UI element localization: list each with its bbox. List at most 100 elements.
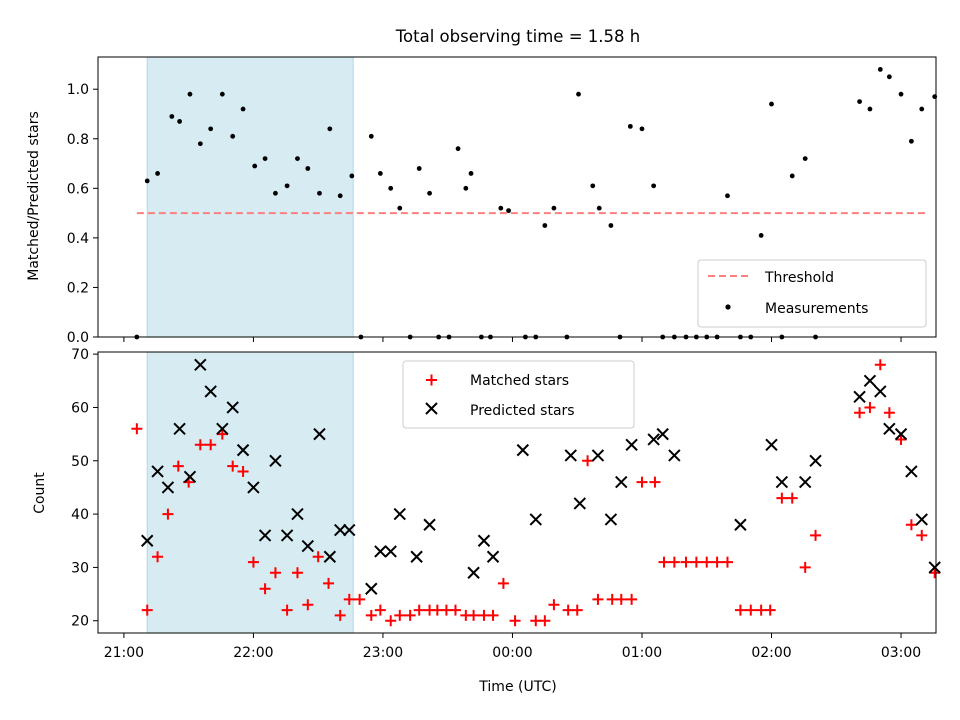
matched-star-point bbox=[413, 604, 425, 616]
measurement-point bbox=[397, 205, 403, 211]
predicted-star-point bbox=[863, 374, 877, 388]
measurement-point bbox=[789, 173, 795, 179]
predicted-star-point bbox=[928, 561, 941, 574]
matched-star-point bbox=[312, 551, 324, 563]
matched-star-point bbox=[776, 492, 788, 504]
bottom-ytick-label: 20 bbox=[71, 614, 89, 630]
predicted-star-point bbox=[247, 481, 260, 494]
matched-star-point bbox=[810, 529, 822, 541]
measurement-point bbox=[240, 106, 246, 112]
predicted-star-point bbox=[798, 475, 812, 489]
matched-star-point bbox=[172, 460, 184, 472]
predicted-star-point bbox=[775, 475, 789, 489]
predicted-star-point bbox=[573, 497, 587, 510]
measurement-point bbox=[877, 66, 883, 72]
matched-star-point bbox=[227, 460, 239, 472]
predicted-star-point bbox=[423, 518, 436, 531]
matched-star-point bbox=[916, 529, 928, 541]
bottom-xtick-label: 22:00 bbox=[233, 645, 273, 661]
predicted-star-point bbox=[915, 513, 928, 526]
matched-star-point bbox=[237, 465, 249, 477]
predicted-star-point bbox=[393, 507, 406, 521]
bottom-xtick-label: 02:00 bbox=[751, 645, 791, 661]
matched-star-point bbox=[895, 433, 907, 445]
predicted-star-point bbox=[161, 481, 175, 494]
bottom-xtick-label: 01:00 bbox=[622, 645, 662, 661]
bottom-legend-box bbox=[402, 360, 635, 429]
measurement-point bbox=[651, 183, 657, 189]
matched-star-point bbox=[385, 615, 397, 627]
matched-star-point bbox=[548, 599, 560, 611]
predicted-star-point bbox=[365, 582, 378, 595]
measurement-point bbox=[327, 126, 333, 132]
measurement-point bbox=[857, 99, 862, 105]
matched-star-point bbox=[734, 604, 746, 616]
matched-star-point bbox=[582, 455, 594, 467]
predicted-star-point bbox=[301, 539, 315, 553]
measurement-point bbox=[576, 91, 581, 97]
matched-star-point bbox=[864, 401, 876, 413]
predicted-star-point bbox=[374, 545, 387, 558]
measurement-point bbox=[506, 208, 511, 214]
bottom-legend: Matched stars Predicted stars bbox=[402, 360, 635, 429]
measurement-point bbox=[908, 138, 914, 144]
matched-star-point bbox=[374, 604, 386, 616]
predicted-star-point bbox=[216, 422, 229, 435]
matched-star-point bbox=[649, 476, 661, 488]
matched-star-point bbox=[905, 519, 917, 531]
predicted-star-point bbox=[280, 529, 294, 542]
predicted-star-point bbox=[183, 470, 197, 483]
measurement-point bbox=[144, 178, 150, 184]
top-ytick-label: 1.0 bbox=[67, 82, 89, 98]
measurement-point bbox=[639, 126, 645, 132]
predicted-star-point bbox=[141, 534, 154, 547]
top-shaded-region bbox=[146, 56, 354, 338]
matched-legend-marker bbox=[426, 374, 437, 386]
predicted-star-point bbox=[323, 550, 337, 563]
measurement-point bbox=[468, 171, 474, 176]
bottom-shaded-region bbox=[146, 351, 354, 634]
measurement-point bbox=[867, 106, 873, 112]
matched-star-point bbox=[281, 604, 293, 616]
top-ytick-label: 0.2 bbox=[67, 280, 89, 296]
measurement-point bbox=[177, 119, 182, 124]
measurement-point bbox=[219, 91, 225, 97]
matched-star-point bbox=[680, 556, 692, 568]
matched-star-point bbox=[205, 439, 217, 451]
measurements-legend-label: Measurements bbox=[765, 301, 868, 317]
matched-star-point bbox=[354, 593, 366, 605]
top-legend-box bbox=[697, 259, 927, 328]
measurement-point bbox=[427, 190, 432, 196]
measurement-point bbox=[377, 171, 383, 176]
predicted-star-point bbox=[269, 454, 282, 467]
matched-star-point bbox=[259, 583, 271, 595]
bottom-ytick-label: 30 bbox=[71, 560, 89, 576]
matched-star-point bbox=[449, 604, 461, 616]
matched-star-point bbox=[571, 604, 583, 616]
measurement-point bbox=[769, 101, 774, 107]
predicted-star-point bbox=[591, 449, 605, 462]
matched-star-point bbox=[874, 359, 886, 371]
measurement-point bbox=[368, 133, 374, 139]
measurement-point bbox=[305, 166, 311, 171]
predicted-star-point bbox=[343, 523, 356, 537]
predicted-star-point bbox=[883, 422, 896, 435]
predicted-star-point bbox=[333, 523, 347, 537]
bottom-ytick-label: 50 bbox=[71, 454, 89, 470]
predicted-star-point bbox=[564, 449, 577, 462]
matched-star-point bbox=[658, 556, 670, 568]
measurements-legend-marker bbox=[725, 304, 731, 310]
measurement-point bbox=[886, 74, 892, 80]
matched-star-point bbox=[764, 604, 776, 616]
matched-star-point bbox=[162, 508, 174, 520]
matched-star-point bbox=[929, 567, 941, 579]
predicted-star-point bbox=[291, 507, 304, 521]
matched-star-point bbox=[291, 567, 303, 579]
bottom-ylabel: Count bbox=[32, 472, 48, 514]
matched-star-point bbox=[394, 609, 406, 621]
predicted-star-point bbox=[477, 534, 491, 547]
top-axes-frame bbox=[97, 56, 937, 338]
measurement-point bbox=[498, 205, 504, 211]
predicted-star-point bbox=[668, 449, 681, 462]
